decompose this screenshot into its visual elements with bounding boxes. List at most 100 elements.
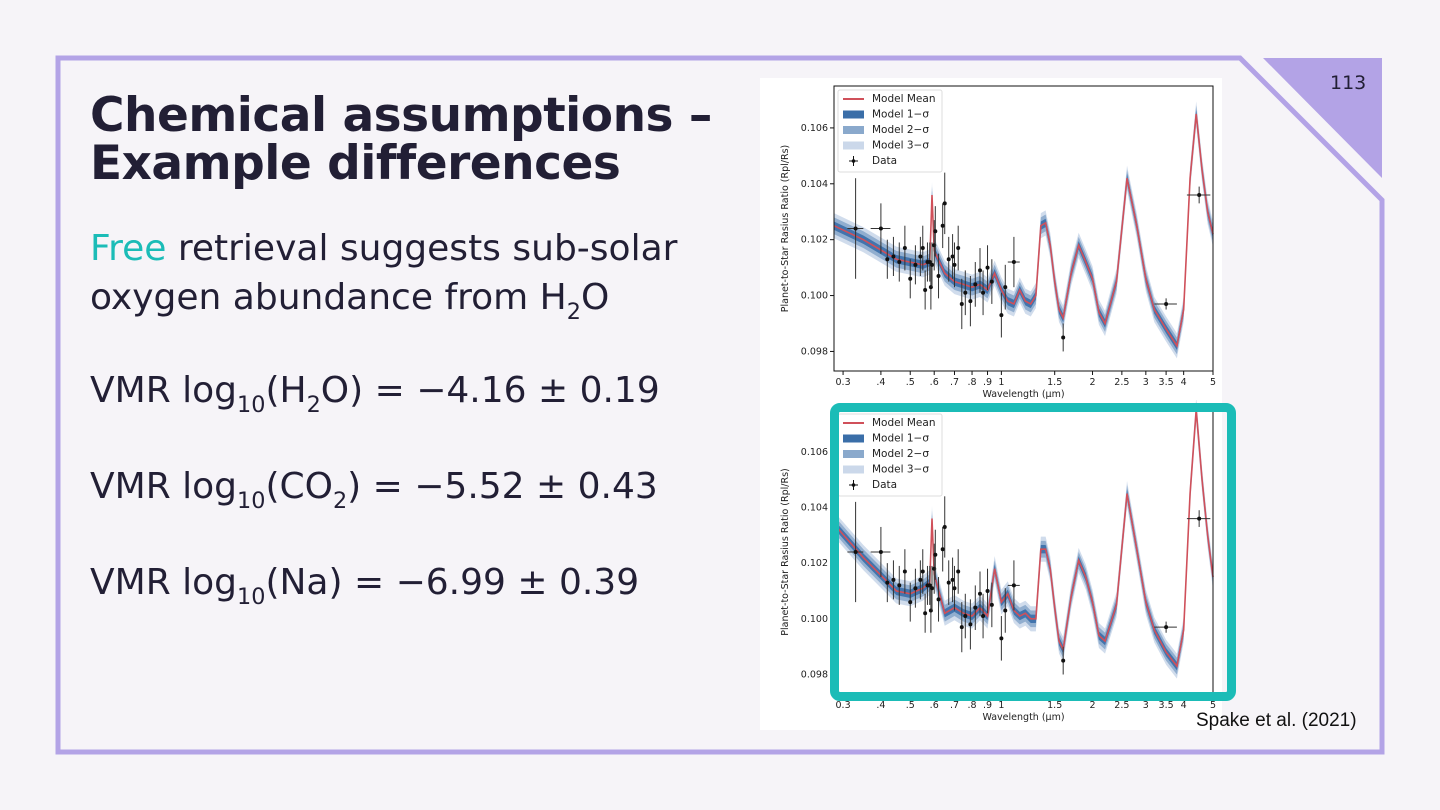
data-marker <box>973 605 978 610</box>
data-marker <box>891 254 896 259</box>
data-point <box>963 270 968 316</box>
data-point <box>920 225 925 271</box>
legend-swatch <box>843 434 864 443</box>
log-base: 10 <box>237 488 266 515</box>
data-marker <box>959 625 964 630</box>
data-point <box>927 242 932 282</box>
data-point <box>847 178 864 279</box>
data-marker <box>978 591 983 596</box>
eq-prefix: VMR log <box>90 370 238 411</box>
model-mean-line <box>833 113 1214 348</box>
species: (CO <box>265 466 333 507</box>
data-point <box>891 560 896 600</box>
data-marker <box>985 588 990 593</box>
data-marker <box>885 257 890 262</box>
data-marker <box>1003 285 1008 290</box>
data-point <box>989 582 994 628</box>
data-point <box>1061 323 1066 352</box>
x-tick-label: 2 <box>1089 700 1095 711</box>
x-tick-label: 1 <box>998 700 1004 711</box>
data-point <box>989 259 994 304</box>
data-marker <box>908 600 913 605</box>
x-tick-label: .7 <box>950 700 959 711</box>
x-tick-label: .7 <box>950 377 959 388</box>
y-axis-label: Planet-to-Star Rasius Ratio (Rpl/Rs) <box>780 145 791 313</box>
x-tick-label: 3.5 <box>1159 377 1174 388</box>
data-point <box>930 565 935 611</box>
data-point <box>950 557 955 603</box>
x-tick-label: .5 <box>906 377 915 388</box>
data-point <box>946 236 951 282</box>
accent-word: Free <box>90 228 167 269</box>
x-tick-label: 2 <box>1089 377 1095 388</box>
data-point <box>923 270 928 310</box>
log-base: 10 <box>237 584 266 611</box>
data-point <box>918 236 923 276</box>
x-tick-label: 1 <box>998 377 1004 388</box>
legend-swatch <box>843 450 864 458</box>
data-point <box>885 563 890 603</box>
data-point <box>885 239 890 279</box>
species: (Na <box>265 562 329 603</box>
intro-line-2: oxygen abundance from H2O <box>90 273 677 323</box>
legend-data-dot <box>851 159 856 163</box>
x-tick-label: 3 <box>1143 700 1149 711</box>
data-marker <box>1164 301 1169 306</box>
data-marker <box>999 313 1004 318</box>
title-line-2: Example differences <box>90 136 621 191</box>
x-tick-label: 1.5 <box>1047 377 1062 388</box>
page-number: 113 <box>1330 72 1367 94</box>
data-marker <box>959 301 964 306</box>
data-point <box>1186 186 1211 204</box>
data-marker <box>878 226 883 231</box>
data-marker <box>936 597 941 602</box>
data-point <box>942 172 947 235</box>
data-marker <box>940 223 945 228</box>
data-marker <box>878 550 883 554</box>
legend-label: Model Mean <box>872 93 935 105</box>
data-point <box>923 593 928 633</box>
data-marker <box>918 577 923 582</box>
data-point <box>908 259 913 299</box>
data-marker <box>1061 335 1066 340</box>
legend: Model Mean Model 1−σ Model 2−σ Model 3−σ Dat… <box>837 413 943 497</box>
model-1-sigma-band <box>834 405 1213 671</box>
legend-swatch <box>843 110 864 119</box>
chart-svg: 0.3 .4 .5 .6 .7 .8 .9 1 1.5 2 2.5 3 3.5 4 5 0.098 0.100 0… <box>780 85 1216 400</box>
data-point <box>973 585 978 630</box>
equation-h2o: VMR log10(H2O) = −4.16 ± 0.19 <box>90 370 660 416</box>
data-point <box>920 549 925 594</box>
model-3-sigma-band <box>834 400 1213 679</box>
intro-text: Free retrieval suggests sub-solar oxygen… <box>90 224 677 323</box>
data-marker <box>923 611 928 616</box>
data-point <box>927 565 932 605</box>
eq-value: = −5.52 ± 0.43 <box>361 466 658 507</box>
data-marker <box>897 583 902 588</box>
slide-title: Chemical assumptions – Example differenc… <box>90 92 712 188</box>
y-tick-label: 0.100 <box>801 614 828 625</box>
data-marker <box>968 299 973 304</box>
x-tick-label: .5 <box>906 700 915 711</box>
data-marker <box>933 552 938 557</box>
legend-label: Model 2−σ <box>872 448 929 460</box>
model-mean-line <box>833 409 1214 669</box>
data-point <box>897 242 902 282</box>
data-point <box>908 582 913 622</box>
data-point <box>847 501 864 603</box>
data-point <box>891 236 896 276</box>
data-marker <box>946 257 951 262</box>
data-point <box>968 599 973 650</box>
data-marker <box>950 254 955 259</box>
x-tick-label: .9 <box>983 377 992 388</box>
log-base: 10 <box>237 392 266 419</box>
data-marker <box>942 201 947 206</box>
data-marker <box>913 586 918 591</box>
legend-label: Data <box>872 155 897 167</box>
eq-value: = −6.99 ± 0.39 <box>342 562 640 603</box>
data-point <box>956 549 961 594</box>
data-marker <box>920 246 925 251</box>
x-tick-label: .9 <box>983 700 992 711</box>
data-point <box>870 526 891 578</box>
x-tick-label: 3 <box>1143 377 1149 388</box>
data-point <box>1186 510 1211 527</box>
